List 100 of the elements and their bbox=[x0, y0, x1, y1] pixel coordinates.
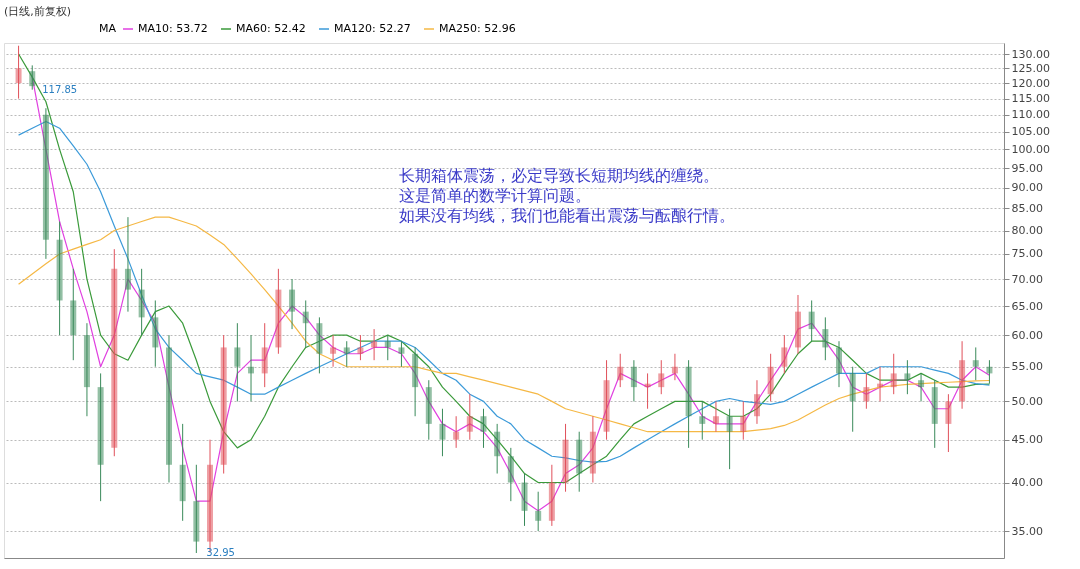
chart-title: (日线,前复权) bbox=[4, 5, 72, 18]
candlestick bbox=[507, 447, 514, 502]
candlestick bbox=[726, 408, 733, 470]
candlestick bbox=[753, 379, 760, 425]
candlestick bbox=[371, 328, 378, 361]
candlestick bbox=[712, 400, 719, 433]
candlestick bbox=[412, 346, 419, 417]
legend-label: MA10: 53.72 bbox=[138, 22, 208, 35]
y-tick-label: 90.00 bbox=[1011, 181, 1043, 195]
candlestick bbox=[453, 415, 460, 449]
y-tick-label: 125.00 bbox=[1011, 61, 1050, 75]
candlestick bbox=[425, 379, 432, 441]
y-tick-label: 105.00 bbox=[1011, 125, 1050, 139]
candlestick bbox=[904, 359, 911, 395]
y-tick-label: 45.00 bbox=[1011, 433, 1043, 447]
candlestick bbox=[330, 334, 337, 368]
y-tick-label: 115.00 bbox=[1011, 92, 1050, 106]
candlestick bbox=[918, 372, 925, 402]
y-tick-label: 75.00 bbox=[1011, 247, 1043, 261]
candlestick bbox=[179, 423, 186, 522]
y-tick-label: 80.00 bbox=[1011, 224, 1043, 238]
candlestick bbox=[97, 372, 104, 502]
candlestick bbox=[794, 294, 801, 355]
candlestick bbox=[15, 45, 22, 100]
candlestick bbox=[466, 393, 473, 441]
candlestick bbox=[603, 359, 610, 441]
candlestick bbox=[220, 334, 227, 475]
candlestick bbox=[808, 299, 815, 342]
candlestick bbox=[890, 353, 897, 395]
candlestick bbox=[959, 340, 966, 410]
candlestick bbox=[302, 299, 309, 348]
candlestick bbox=[740, 400, 747, 441]
y-tick-label: 40.00 bbox=[1011, 476, 1043, 490]
candlestick bbox=[945, 393, 952, 453]
candlestick bbox=[494, 423, 501, 475]
y-tick-label: 65.00 bbox=[1011, 299, 1043, 313]
candlestick bbox=[863, 372, 870, 410]
candlestick bbox=[29, 64, 36, 91]
y-tick-label: 35.00 bbox=[1011, 524, 1043, 538]
candlestick bbox=[42, 107, 49, 260]
candlestick bbox=[986, 359, 993, 385]
legend-title: MA bbox=[99, 22, 117, 35]
annotation: 32.95 bbox=[206, 547, 235, 558]
y-tick-label: 130.00 bbox=[1011, 47, 1050, 61]
candlestick bbox=[521, 473, 528, 527]
candlestick bbox=[384, 334, 391, 361]
y-tick-label: 55.00 bbox=[1011, 360, 1043, 374]
candlestick bbox=[152, 299, 159, 368]
candlestick bbox=[234, 322, 241, 402]
legend-label: MA250: 52.96 bbox=[439, 22, 516, 35]
candlestick bbox=[972, 346, 979, 381]
legend-label: MA120: 52.27 bbox=[334, 22, 411, 35]
candlestick bbox=[480, 408, 487, 449]
candlestick bbox=[630, 359, 637, 402]
candlestick bbox=[193, 464, 200, 554]
candlestick bbox=[699, 400, 706, 441]
candlestick bbox=[275, 268, 282, 355]
annotation: 长期箱体震荡，必定导致长短期均线的缠绕。 bbox=[399, 166, 719, 185]
annotation: 117.85 bbox=[42, 83, 78, 95]
candlestick bbox=[70, 268, 77, 361]
candlestick bbox=[931, 379, 938, 449]
y-tick-label: 110.00 bbox=[1011, 108, 1050, 122]
candlestick bbox=[671, 353, 678, 381]
annotation: 如果没有均线，我们也能看出震荡与酝酿行情。 bbox=[399, 206, 735, 225]
candlestick bbox=[576, 431, 583, 493]
candlestick bbox=[439, 408, 446, 457]
line-series bbox=[17, 120, 991, 463]
candlestick bbox=[548, 464, 555, 527]
y-tick-label: 60.00 bbox=[1011, 328, 1043, 342]
y-tick-label: 70.00 bbox=[1011, 272, 1043, 286]
candlestick bbox=[83, 322, 90, 417]
candlestick bbox=[685, 359, 692, 449]
y-tick-label: 85.00 bbox=[1011, 201, 1043, 215]
candlestick bbox=[138, 268, 145, 336]
candlestick bbox=[836, 340, 843, 388]
candlestick bbox=[781, 334, 788, 374]
annotation: 这是简单的数学计算问题。 bbox=[399, 186, 591, 205]
candlestick bbox=[849, 366, 856, 433]
y-tick-label: 100.00 bbox=[1011, 142, 1050, 156]
y-tick-label: 120.00 bbox=[1011, 76, 1050, 90]
legend-label: MA60: 52.42 bbox=[236, 22, 306, 35]
y-tick-label: 95.00 bbox=[1011, 161, 1043, 175]
candlestick bbox=[589, 415, 596, 484]
candlestick bbox=[357, 334, 364, 361]
candlestick bbox=[111, 248, 118, 457]
candlestick bbox=[56, 221, 63, 336]
y-tick-label: 50.00 bbox=[1011, 394, 1043, 408]
candlestick bbox=[617, 353, 624, 388]
candlestick bbox=[289, 278, 296, 330]
candlestick bbox=[124, 216, 131, 313]
candlestick bbox=[535, 491, 542, 532]
candlestick bbox=[316, 316, 323, 374]
candlestick bbox=[248, 334, 255, 402]
candlestick bbox=[261, 322, 268, 388]
candlestick bbox=[562, 423, 569, 493]
candlestick bbox=[658, 359, 665, 395]
candlestick bbox=[822, 316, 829, 361]
candlestick bbox=[165, 334, 172, 484]
candlestick bbox=[343, 340, 350, 368]
candlestick bbox=[398, 340, 405, 368]
